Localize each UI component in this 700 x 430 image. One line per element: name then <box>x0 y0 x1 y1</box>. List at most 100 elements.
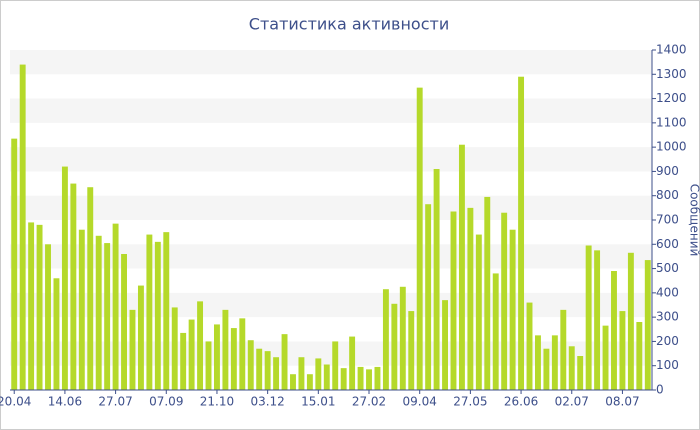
bar <box>416 87 423 391</box>
bar <box>163 232 170 390</box>
bar <box>222 309 229 390</box>
bar <box>137 285 144 390</box>
bar <box>636 322 643 390</box>
y-tick-label: 700 <box>656 213 679 227</box>
bar <box>627 252 634 390</box>
bar <box>568 346 575 390</box>
bar <box>256 348 263 390</box>
bar <box>585 245 592 390</box>
bar <box>306 374 313 390</box>
bar <box>467 207 474 390</box>
bar <box>290 374 296 390</box>
bar <box>619 311 626 390</box>
bar <box>644 260 651 390</box>
bar <box>214 324 220 390</box>
bar <box>61 166 68 390</box>
grid-band <box>10 147 652 172</box>
bar <box>146 234 153 390</box>
bar <box>28 222 35 390</box>
bar <box>298 357 305 390</box>
grid-band <box>10 50 652 75</box>
y-tick-label: 400 <box>656 285 679 299</box>
bar <box>408 311 415 390</box>
bar <box>53 278 60 390</box>
bar <box>366 369 372 390</box>
bar <box>11 138 18 390</box>
bar <box>374 366 381 390</box>
bar <box>112 223 119 390</box>
y-tick-label: 900 <box>656 164 679 178</box>
bar <box>70 183 77 390</box>
bar <box>121 254 127 390</box>
bar <box>492 273 499 390</box>
y-tick-label: 1000 <box>656 140 687 154</box>
x-tick-label: 09.04 <box>403 395 437 409</box>
bar <box>425 204 432 390</box>
bar <box>247 340 254 390</box>
bar <box>577 356 584 390</box>
chart-title: Статистика активности <box>249 15 449 34</box>
bar <box>526 302 533 390</box>
bar <box>323 364 330 390</box>
y-tick-label: 1400 <box>656 43 687 57</box>
bar <box>340 368 347 390</box>
y-tick-label: 100 <box>656 358 679 372</box>
bar <box>475 234 482 390</box>
bar <box>518 76 525 390</box>
bar <box>543 348 550 390</box>
bar <box>349 336 356 390</box>
bar <box>171 307 178 390</box>
bar <box>239 318 246 390</box>
x-tick-label: 27.07 <box>98 395 132 409</box>
x-tick-label: 03.12 <box>250 395 284 409</box>
y-tick-label: 1300 <box>656 67 687 81</box>
bar <box>264 351 271 390</box>
bar <box>484 196 491 390</box>
x-tick-label: 07.09 <box>149 395 183 409</box>
bar <box>535 335 541 390</box>
bar <box>273 357 280 390</box>
bar <box>104 243 111 390</box>
bar <box>602 325 609 390</box>
bar <box>433 169 440 390</box>
x-tick-label: 26.06 <box>504 395 538 409</box>
x-tick-label: 15.01 <box>301 395 335 409</box>
bar <box>501 212 508 390</box>
bar <box>154 241 161 390</box>
bar <box>594 250 601 390</box>
x-tick-label: 27.05 <box>453 395 487 409</box>
bar <box>281 334 288 390</box>
bar <box>382 289 389 390</box>
bar <box>129 309 136 390</box>
bar <box>78 229 85 390</box>
y-tick-label: 800 <box>656 188 679 202</box>
y-tick-label: 200 <box>656 334 679 348</box>
bar <box>357 366 364 390</box>
bar <box>332 341 339 390</box>
bar <box>36 224 43 390</box>
bar <box>611 271 617 390</box>
x-tick-label: 20.04 <box>0 395 31 409</box>
bar <box>19 64 26 391</box>
bar <box>560 309 567 390</box>
x-tick-label: 21.10 <box>200 395 234 409</box>
x-tick-label: 27.02 <box>352 395 386 409</box>
bar <box>205 341 212 390</box>
bar <box>315 358 322 390</box>
x-tick-label: 02.07 <box>555 395 589 409</box>
grid-band <box>10 98 652 123</box>
y-tick-label: 500 <box>656 261 679 275</box>
y-tick-label: 0 <box>656 383 664 397</box>
y-tick-label: 1200 <box>656 91 687 105</box>
y-tick-label: 600 <box>656 237 679 251</box>
bar <box>95 235 102 390</box>
x-tick-label: 14.06 <box>48 395 82 409</box>
bar <box>180 332 187 390</box>
bar <box>45 244 51 390</box>
x-tick-label: 08.07 <box>605 395 639 409</box>
bar <box>230 328 237 390</box>
bar <box>509 229 516 390</box>
bar <box>197 301 204 390</box>
y-tick-label: 1100 <box>656 115 687 129</box>
